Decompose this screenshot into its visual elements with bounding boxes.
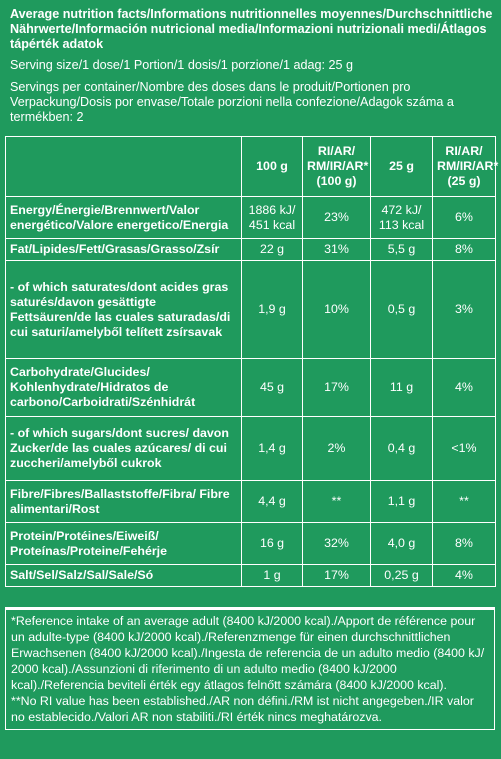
row-label: Salt/Sel/Salz/Sal/Sale/Só (5, 564, 242, 587)
row-label: Fibre/Fibres/Ballaststoffe/Fibra/ Fibre … (5, 480, 242, 523)
ri-100g: 23% (302, 196, 371, 239)
header-100g: 100 g (241, 136, 303, 197)
servings-per-container: Servings per container/Nombre des doses … (10, 80, 454, 124)
header-25g: 25 g (370, 136, 433, 197)
value-25g: 1,1 g (370, 480, 433, 523)
row-label: Carbohydrate/Glucides/ Kohlenhydrate/Hid… (5, 358, 242, 417)
ri-25g: <1% (432, 416, 496, 481)
table-row-salt: Salt/Sel/Salz/Sal/Sale/Só 1 g 17% 0,25 g… (5, 564, 496, 587)
ri-25g: 6% (432, 196, 496, 239)
row-label: - of which saturates/dont acides gras sa… (5, 260, 242, 359)
ri-25g: ** (432, 480, 496, 523)
table-row-energy: Energy/Énergie/Brennwert/Valor energétic… (5, 196, 496, 239)
value-100g: 1886 kJ/ 451 kcal (241, 196, 303, 239)
ri-25g: 3% (432, 260, 496, 359)
row-label: Energy/Énergie/Brennwert/Valor energétic… (5, 196, 242, 239)
value-100g: 1 g (241, 564, 303, 587)
ri-25g: 8% (432, 522, 496, 565)
ri-25g: 4% (432, 358, 496, 417)
header-ri-25g: RI/AR/ RM/IR/AR* (25 g) (432, 136, 498, 197)
header-blank (5, 136, 242, 197)
label-header: Average nutrition facts/Informations nut… (0, 0, 501, 125)
ri-25g: 4% (432, 564, 496, 587)
value-100g: 1,4 g (241, 416, 303, 481)
ri-25g: 8% (432, 238, 496, 261)
ri-100g: 31% (302, 238, 371, 261)
serving-size: Serving size/1 dose/1 Portion/1 dosis/1 … (10, 58, 354, 72)
ri-100g: ** (302, 480, 371, 523)
value-25g: 472 kJ/ 113 kcal (370, 196, 433, 239)
value-100g: 22 g (241, 238, 303, 261)
footnote-reference-intake: *Reference intake of an average adult (8… (11, 614, 485, 692)
ri-100g: 10% (302, 260, 371, 359)
footnote-no-ri: **No RI value has been established./AR n… (11, 694, 474, 724)
ri-100g: 32% (302, 522, 371, 565)
row-label: Fat/Lipides/Fett/Grasas/Grasso/Zsír (5, 238, 242, 261)
table-row-saturates: - of which saturates/dont acides gras sa… (5, 260, 496, 359)
value-25g: 11 g (370, 358, 433, 417)
table-row-carbohydrate: Carbohydrate/Glucides/ Kohlenhydrate/Hid… (5, 358, 496, 417)
value-25g: 0,25 g (370, 564, 433, 587)
row-label: - of which sugars/dont sucres/ davon Zuc… (5, 416, 242, 481)
table-row-fibre: Fibre/Fibres/Ballaststoffe/Fibra/ Fibre … (5, 480, 496, 523)
value-100g: 16 g (241, 522, 303, 565)
row-label: Protein/Protéines/Eiweiß/ Proteínas/Prot… (5, 522, 242, 565)
table-row-fat: Fat/Lipides/Fett/Grasas/Grasso/Zsír 22 g… (5, 238, 496, 261)
value-25g: 0,4 g (370, 416, 433, 481)
table-header-row: 100 g RI/AR/ RM/IR/AR* (100 g) 25 g RI/A… (5, 136, 498, 197)
table-row-protein: Protein/Protéines/Eiweiß/ Proteínas/Prot… (5, 522, 496, 565)
ri-100g: 17% (302, 358, 371, 417)
value-25g: 0,5 g (370, 260, 433, 359)
nutrition-table: 100 g RI/AR/ RM/IR/AR* (100 g) 25 g RI/A… (5, 136, 498, 587)
header-ri-100g: RI/AR/ RM/IR/AR* (100 g) (302, 136, 371, 197)
value-100g: 4,4 g (241, 480, 303, 523)
value-100g: 45 g (241, 358, 303, 417)
footnotes: *Reference intake of an average adult (8… (5, 607, 495, 730)
value-25g: 5,5 g (370, 238, 433, 261)
table-row-sugars: - of which sugars/dont sucres/ davon Zuc… (5, 416, 496, 481)
value-25g: 4,0 g (370, 522, 433, 565)
ri-100g: 2% (302, 416, 371, 481)
ri-100g: 17% (302, 564, 371, 587)
label-title: Average nutrition facts/Informations nut… (10, 7, 493, 51)
value-100g: 1,9 g (241, 260, 303, 359)
